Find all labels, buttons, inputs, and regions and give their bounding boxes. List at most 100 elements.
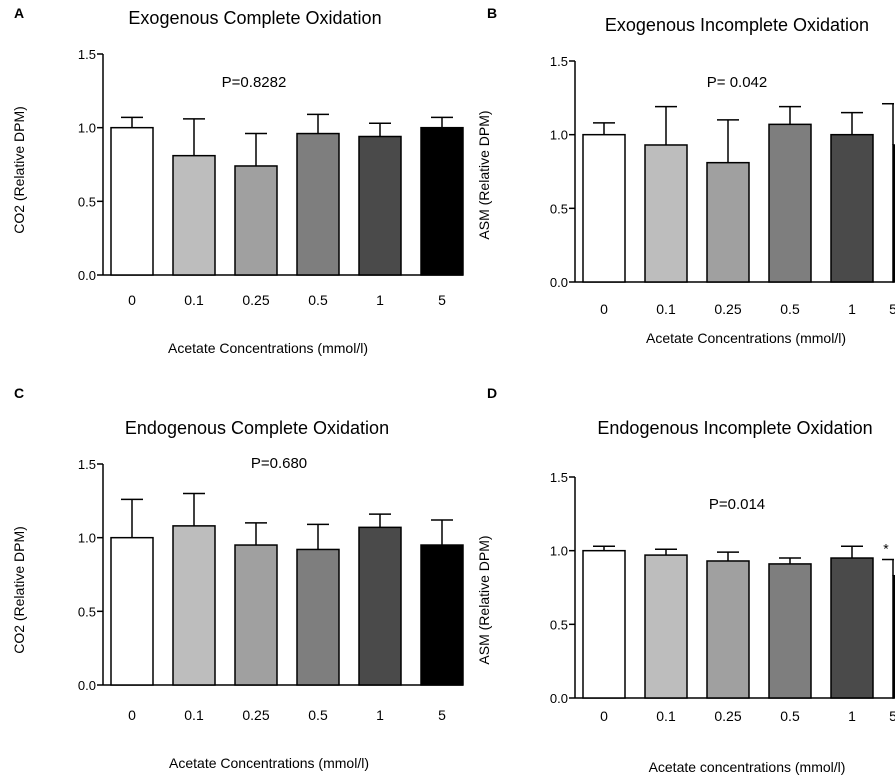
x-tick-label: 0.1 (184, 707, 204, 723)
y-tick-label: 1.5 (78, 47, 96, 62)
error-bar (655, 548, 677, 556)
y-axis-label: ASM (Relative DPM) (476, 110, 492, 239)
error-bar (245, 132, 267, 166)
p-value-annotation: P=0.8282 (222, 74, 287, 91)
chart-panel-d: D Endogenous Incomplete Oxidation 0.0 0.5 1.… (476, 385, 895, 775)
error-bar (841, 545, 863, 559)
bar-0_1 (172, 525, 216, 686)
y-tick-label: 0.0 (550, 691, 568, 706)
y-tick-label: 0.0 (550, 275, 568, 290)
bar-0_25 (706, 560, 750, 699)
significance-marker: * (883, 541, 889, 557)
x-tick-label: 0 (600, 708, 608, 724)
x-tick-label: 1 (376, 292, 384, 308)
y-tick-label: 0.0 (78, 268, 96, 283)
x-tick-label: 1 (848, 708, 856, 724)
chart-title: Endogenous Incomplete Oxidation (597, 418, 872, 438)
panel-letter: B (487, 5, 497, 21)
error-bar (369, 122, 391, 137)
y-tick-label: 0.0 (78, 678, 96, 693)
chart-title: Exogenous Complete Oxidation (128, 8, 381, 28)
y-tick-label: 1.5 (550, 54, 568, 69)
chart-panel-a: A Exogenous Complete Oxidation 0.0 0.5 1.0 1.… (11, 5, 464, 356)
error-bar (717, 119, 739, 163)
y-tick-label: 1.5 (78, 457, 96, 472)
bar-5 (420, 126, 464, 276)
error-bar (882, 102, 894, 145)
p-value-annotation: P=0.014 (709, 496, 765, 513)
x-tick-label: 0.25 (714, 708, 741, 724)
panel-letter: A (14, 5, 24, 21)
error-bar (307, 113, 329, 134)
x-tick-label: 0.1 (656, 708, 676, 724)
y-axis-label: ASM (Relative DPM) (476, 535, 492, 664)
bar-5 (892, 144, 895, 283)
chart-panel-b: B Exogenous Incomplete Oxidation 0.0 0.5 1.0… (476, 5, 895, 346)
error-bar (655, 105, 677, 145)
x-tick-label: 0.1 (184, 292, 204, 308)
x-tick-label: 0.25 (242, 707, 269, 723)
bar-0_25 (706, 161, 750, 283)
bar-0_1 (644, 554, 688, 699)
bar-0 (582, 133, 626, 283)
bar-0_1 (644, 144, 688, 283)
bar-5 (420, 544, 464, 686)
bar-1 (358, 526, 402, 686)
error-bar (245, 522, 267, 546)
error-bar (717, 551, 739, 561)
x-tick-label: 1 (848, 301, 856, 317)
error-bar (841, 111, 863, 135)
y-tick-label: 1.0 (550, 128, 568, 143)
bar-0_5 (768, 563, 812, 699)
error-bar (882, 558, 894, 576)
error-bar (121, 498, 143, 538)
error-bar (431, 519, 453, 546)
y-axis-label: CO2 (Relative DPM) (11, 106, 27, 234)
x-tick-label: 0.25 (242, 292, 269, 308)
bar-0 (582, 549, 626, 699)
p-value-annotation: P=0.680 (251, 455, 307, 472)
x-tick-label: 0.1 (656, 301, 676, 317)
error-bar (307, 523, 329, 550)
error-bar (183, 492, 205, 526)
chart-title: Endogenous Complete Oxidation (125, 418, 389, 438)
x-tick-label: 0 (128, 292, 136, 308)
bar-5 (892, 574, 895, 699)
y-tick-label: 1.0 (78, 121, 96, 136)
error-bar (369, 513, 391, 528)
y-tick-label: 0.5 (550, 201, 568, 216)
error-bar (593, 122, 615, 135)
error-bar (183, 118, 205, 156)
x-axis-label: Acetate concentrations (mmol/l) (649, 759, 846, 775)
x-tick-label: 0 (128, 707, 136, 723)
x-tick-label: 5 (889, 708, 895, 724)
chart-panel-c: C Endogenous Complete Oxidation 0.0 0.5 1.0 1… (11, 385, 464, 771)
bar-0_1 (172, 154, 216, 276)
y-axis-label: CO2 (Relative DPM) (11, 526, 27, 654)
x-tick-label: 0.5 (308, 707, 328, 723)
x-tick-label: 5 (438, 707, 446, 723)
bar-0_5 (296, 132, 340, 276)
chart-title: Exogenous Incomplete Oxidation (605, 15, 869, 35)
x-tick-label: 0 (600, 301, 608, 317)
y-tick-label: 1.0 (550, 544, 568, 559)
x-tick-label: 0.25 (714, 301, 741, 317)
x-tick-label: 0.5 (308, 292, 328, 308)
bar-0_25 (234, 544, 278, 686)
x-tick-label: 0.5 (780, 301, 800, 317)
x-tick-label: 1 (376, 707, 384, 723)
error-bar (779, 557, 801, 564)
panels-root: A Exogenous Complete Oxidation 0.0 0.5 1.0 1.… (11, 5, 895, 775)
bar-0 (110, 536, 154, 686)
bar-1 (830, 557, 874, 699)
panel-letter: D (487, 385, 497, 401)
bar-0_5 (296, 548, 340, 686)
p-value-annotation: P= 0.042 (707, 74, 767, 91)
x-tick-label: 0.5 (780, 708, 800, 724)
y-tick-label: 1.0 (78, 531, 96, 546)
bar-0_25 (234, 165, 278, 276)
bar-1 (830, 133, 874, 283)
x-tick-label: 5 (889, 301, 895, 317)
y-tick-label: 0.5 (78, 194, 96, 209)
